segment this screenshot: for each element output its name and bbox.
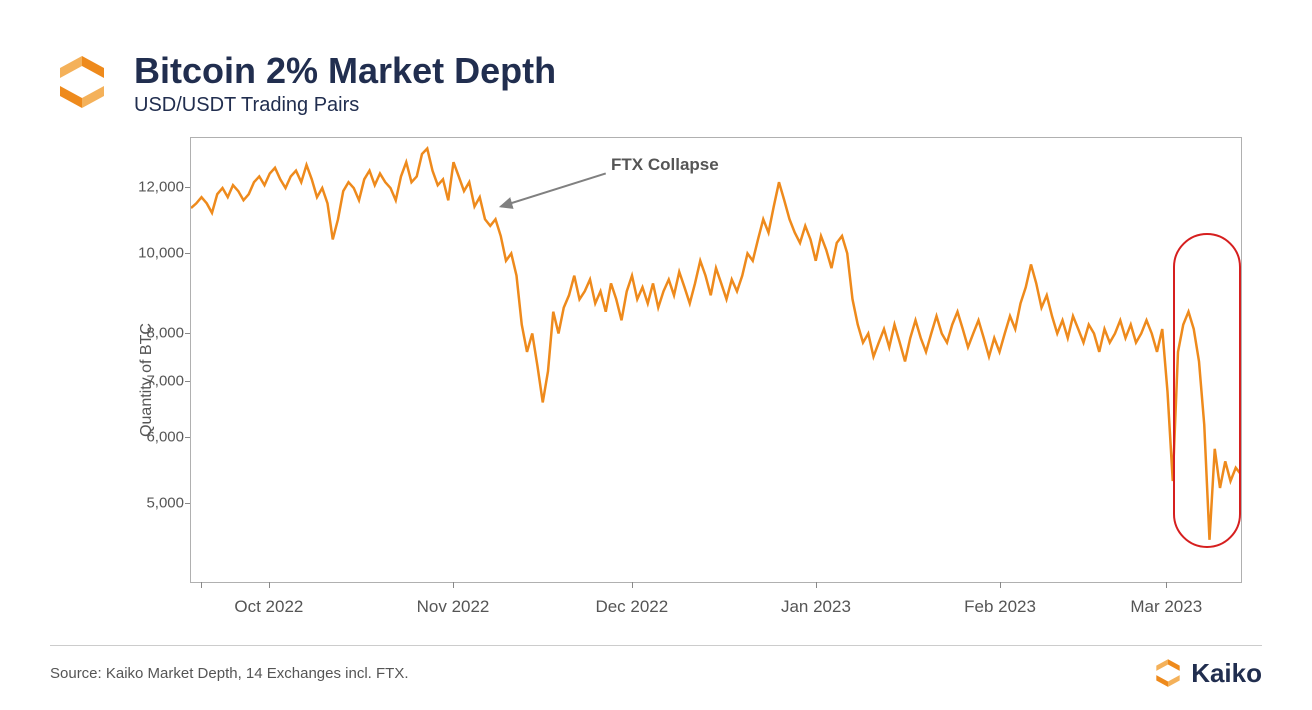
y-ticks: 5,000 6,000 7,000 8,000 10,000 12,000 [130,137,190,583]
x-tick-label: Dec 2022 [595,597,668,617]
x-tick-mark [1166,582,1167,588]
chart-header: Bitcoin 2% Market Depth USD/USDT Trading… [50,50,1262,117]
chart-title: Bitcoin 2% Market Depth [134,50,556,92]
chart-area: Quantity of BTC 5,0006,0007,0008,00010,0… [110,127,1262,633]
x-tick-label: Oct 2022 [234,597,303,617]
title-block: Bitcoin 2% Market Depth USD/USDT Trading… [134,50,556,117]
x-tick-label: Mar 2023 [1130,597,1202,617]
y-tick-label: 6,000 [146,428,184,445]
x-tick-mark [816,582,817,588]
y-tick-label: 5,000 [146,494,184,511]
y-tick-label: 12,000 [138,179,184,196]
brand-footer: Kaiko [1151,656,1262,690]
kaiko-footer-icon [1151,656,1185,690]
x-tick-label: Jan 2023 [781,597,851,617]
x-tick-mark [201,582,202,588]
chart-subtitle: USD/USDT Trading Pairs [134,94,556,117]
annotation-label: FTX Collapse [611,155,719,175]
x-tick-mark [632,582,633,588]
footer: Source: Kaiko Market Depth, 14 Exchanges… [50,645,1262,690]
source-text: Source: Kaiko Market Depth, 14 Exchanges… [50,665,409,682]
kaiko-logo-icon [50,50,114,114]
y-tick-label: 7,000 [146,373,184,390]
x-tick-label: Feb 2023 [964,597,1036,617]
data-series-line [191,149,1241,540]
x-tick-mark [453,582,454,588]
x-tick-mark [269,582,270,588]
x-tick-label: Nov 2022 [417,597,490,617]
plot-region: FTX Collapse [190,137,1242,583]
x-ticks: Oct 2022 Nov 2022 Dec 2022 Jan 2023 Feb 2023… [190,583,1242,633]
y-tick-label: 8,000 [146,325,184,342]
page-root: Bitcoin 2% Market Depth USD/USDT Trading… [0,0,1312,710]
annotation-arrow [501,173,606,206]
brand-name: Kaiko [1191,658,1262,689]
y-tick-label: 10,000 [138,244,184,261]
x-tick-mark [1000,582,1001,588]
